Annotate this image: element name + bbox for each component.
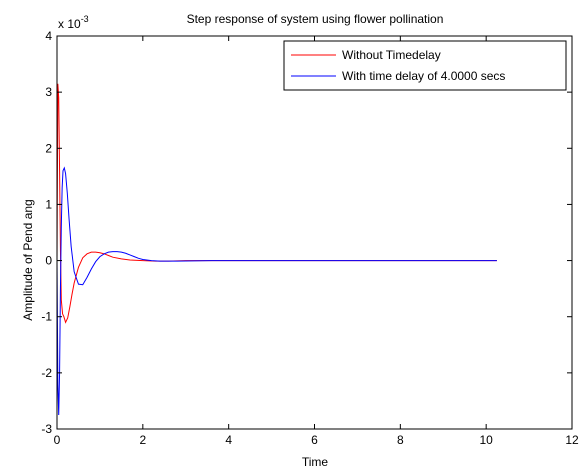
x-tick-label: 0 (54, 433, 61, 447)
legend-box (283, 40, 567, 91)
x-tick-label: 12 (565, 433, 579, 447)
y-scale-base: x 10 (58, 17, 81, 31)
y-tick-label: -3 (41, 422, 52, 436)
y-tick-label: 4 (45, 29, 52, 43)
x-axis-label: Time (302, 455, 329, 468)
y-tick-label: 1 (45, 197, 52, 211)
series-line-with-time-delay (57, 166, 497, 415)
legend-label-without-timedelay: Without Timedelay (342, 48, 441, 62)
chart-title: Step response of system using flower pol… (187, 12, 444, 26)
y-tick-label: 0 (45, 254, 52, 268)
y-tick-label: 3 (45, 85, 52, 99)
y-scale-exponent: -3 (81, 14, 89, 24)
y-tick-label: -2 (41, 366, 52, 380)
x-tick-label: 2 (139, 433, 146, 447)
legend-label-with-time-delay: With time delay of 4.0000 secs (342, 69, 505, 83)
y-tick-label: 2 (45, 141, 52, 155)
y-tick-label: -1 (41, 310, 52, 324)
legend: Without Timedelay With time delay of 4.0… (283, 40, 567, 91)
x-tick-label: 10 (479, 433, 493, 447)
x-tick-label: 8 (397, 433, 404, 447)
y-axis-label: Amplitude of Pend ang (21, 199, 35, 320)
y-scale-label: x 10-3 (58, 14, 89, 31)
series-layer (57, 83, 497, 415)
x-tick-label: 6 (311, 433, 318, 447)
x-tick-label: 4 (225, 433, 232, 447)
